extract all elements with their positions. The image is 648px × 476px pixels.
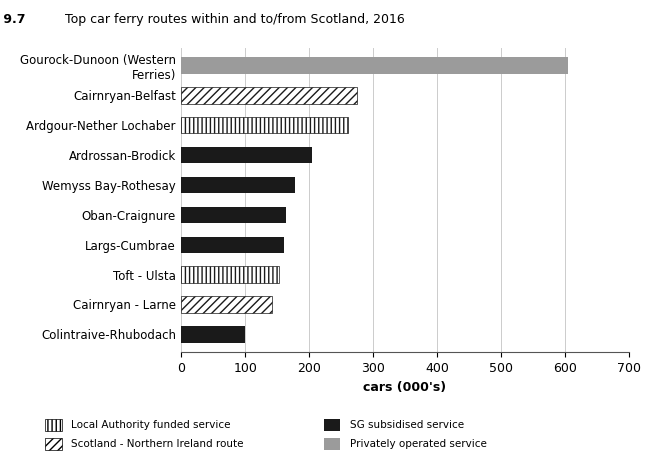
- Bar: [181, 267, 279, 283]
- Bar: [181, 207, 286, 223]
- Text: Figure 9.7: Figure 9.7: [0, 13, 25, 26]
- Bar: [324, 419, 340, 431]
- Bar: [181, 237, 284, 253]
- Bar: [45, 438, 62, 450]
- X-axis label: cars (000's): cars (000's): [364, 380, 446, 394]
- Text: Local Authority funded service: Local Authority funded service: [71, 420, 231, 430]
- Bar: [324, 438, 340, 450]
- Bar: [45, 419, 62, 431]
- Bar: [181, 177, 295, 193]
- Text: Privately operated service: Privately operated service: [350, 439, 487, 449]
- Bar: [181, 296, 272, 313]
- Bar: [181, 57, 568, 74]
- Bar: [181, 147, 312, 163]
- Text: Top car ferry routes within and to/from Scotland, 2016: Top car ferry routes within and to/from …: [62, 13, 405, 26]
- Bar: [181, 117, 347, 133]
- Bar: [181, 87, 357, 104]
- Text: Scotland - Northern Ireland route: Scotland - Northern Ireland route: [71, 439, 244, 449]
- Text: SG subsidised service: SG subsidised service: [350, 420, 464, 430]
- Bar: [181, 326, 246, 343]
